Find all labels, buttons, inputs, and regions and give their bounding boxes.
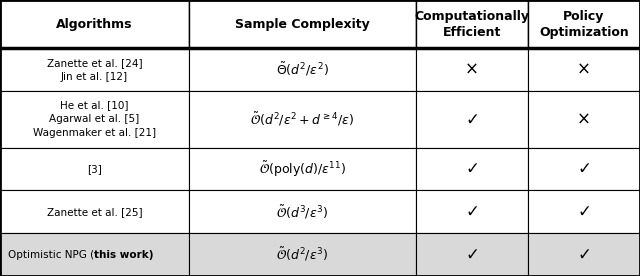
Bar [416, 190, 528, 233]
Text: Optimistic NPG (: Optimistic NPG ( [8, 250, 95, 260]
Text: Policy
Optimization: Policy Optimization [539, 10, 629, 39]
Bar [528, 48, 640, 91]
Bar [189, 91, 416, 148]
Bar [189, 233, 416, 276]
Text: ✓: ✓ [577, 246, 591, 264]
Bar [528, 0, 640, 48]
Bar [0, 48, 189, 91]
Bar [416, 0, 528, 48]
Text: ✓: ✓ [465, 246, 479, 264]
Bar [416, 233, 528, 276]
Bar [0, 0, 189, 48]
Bar [528, 91, 640, 148]
Text: $\tilde{\mathcal{O}}(d^3/\epsilon^3)$: $\tilde{\mathcal{O}}(d^3/\epsilon^3)$ [276, 203, 328, 221]
Text: this work): this work) [95, 250, 154, 260]
Text: ×: × [465, 61, 479, 79]
Bar [189, 148, 416, 190]
Text: ✓: ✓ [465, 203, 479, 221]
Text: [3]: [3] [87, 164, 102, 174]
Bar [189, 0, 416, 48]
Text: Zanette et al. [24]
Jin et al. [12]: Zanette et al. [24] Jin et al. [12] [47, 58, 142, 82]
Text: Zanette et al. [25]: Zanette et al. [25] [47, 207, 142, 217]
Bar [416, 91, 528, 148]
Text: Algorithms: Algorithms [56, 18, 132, 31]
Bar [0, 190, 189, 233]
Text: ✓: ✓ [465, 160, 479, 178]
Bar [528, 190, 640, 233]
Text: ×: × [577, 110, 591, 128]
Bar [416, 48, 528, 91]
Text: ✓: ✓ [577, 160, 591, 178]
Bar [0, 233, 189, 276]
Text: $\tilde{\Theta}(d^2/\epsilon^2)$: $\tilde{\Theta}(d^2/\epsilon^2)$ [276, 61, 329, 78]
Bar [189, 48, 416, 91]
Text: $\tilde{\mathcal{O}}(d^2/\epsilon^3)$: $\tilde{\mathcal{O}}(d^2/\epsilon^3)$ [276, 246, 328, 263]
Bar [528, 233, 640, 276]
Text: Sample Complexity: Sample Complexity [235, 18, 370, 31]
Text: Computationally
Efficient: Computationally Efficient [415, 10, 529, 39]
Bar [0, 91, 189, 148]
Text: ✓: ✓ [465, 110, 479, 128]
Text: ×: × [577, 61, 591, 79]
Text: He et al. [10]
Agarwal et al. [5]
Wagenmaker et al. [21]: He et al. [10] Agarwal et al. [5] Wagenm… [33, 100, 156, 138]
Bar [416, 148, 528, 190]
Bar [0, 148, 189, 190]
Text: $\tilde{\mathcal{O}}(d^2/\epsilon^2 + d^{\geq 4}/\epsilon)$: $\tilde{\mathcal{O}}(d^2/\epsilon^2 + d^… [250, 111, 355, 128]
Text: ✓: ✓ [577, 203, 591, 221]
Bar [528, 148, 640, 190]
Bar [189, 190, 416, 233]
Text: $\tilde{\mathcal{O}}(\mathrm{poly}(d)/\epsilon^{11})$: $\tilde{\mathcal{O}}(\mathrm{poly}(d)/\e… [259, 159, 346, 179]
